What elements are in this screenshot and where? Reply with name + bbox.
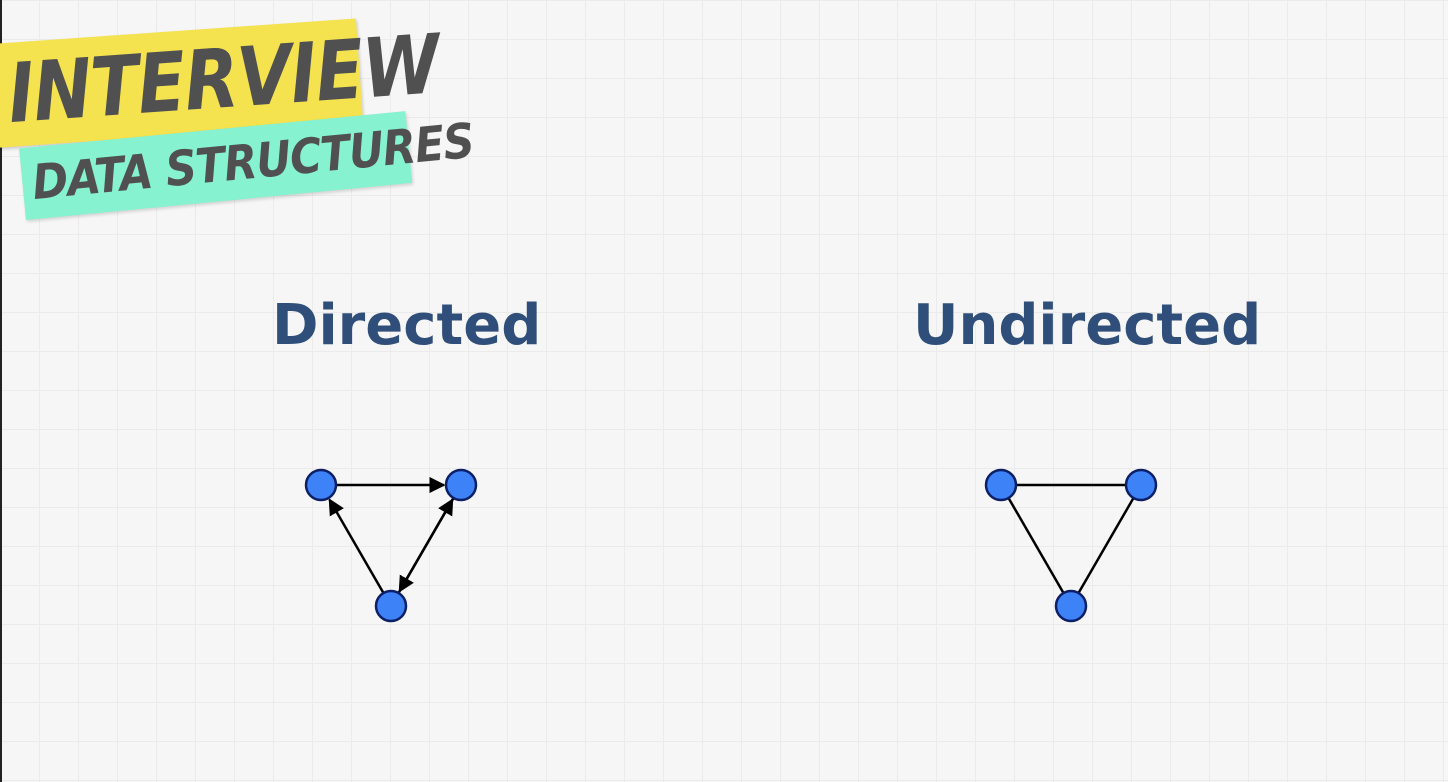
- undirected-graph: [984, 468, 1158, 623]
- undirected-node-top-left: [984, 468, 1018, 502]
- frame-left-edge: [0, 0, 2, 782]
- directed-node-top-left: [304, 468, 338, 502]
- directed-node-bottom: [374, 589, 408, 623]
- undirected-edge-bottom-to-top-left: [999, 484, 1073, 607]
- directed-edge-bottom-to-top-left: [328, 498, 385, 594]
- undirected-edge-top-right-to-bottom: [1069, 484, 1143, 607]
- directed-graph: [304, 468, 478, 623]
- directed-node-top-right: [444, 468, 478, 502]
- undirected-node-top-right: [1124, 468, 1158, 502]
- directed-edge-bottom-to-top-right: [397, 498, 454, 594]
- directed-title: Directed: [272, 293, 542, 358]
- undirected-title: Undirected: [913, 293, 1262, 358]
- undirected-node-bottom: [1054, 589, 1088, 623]
